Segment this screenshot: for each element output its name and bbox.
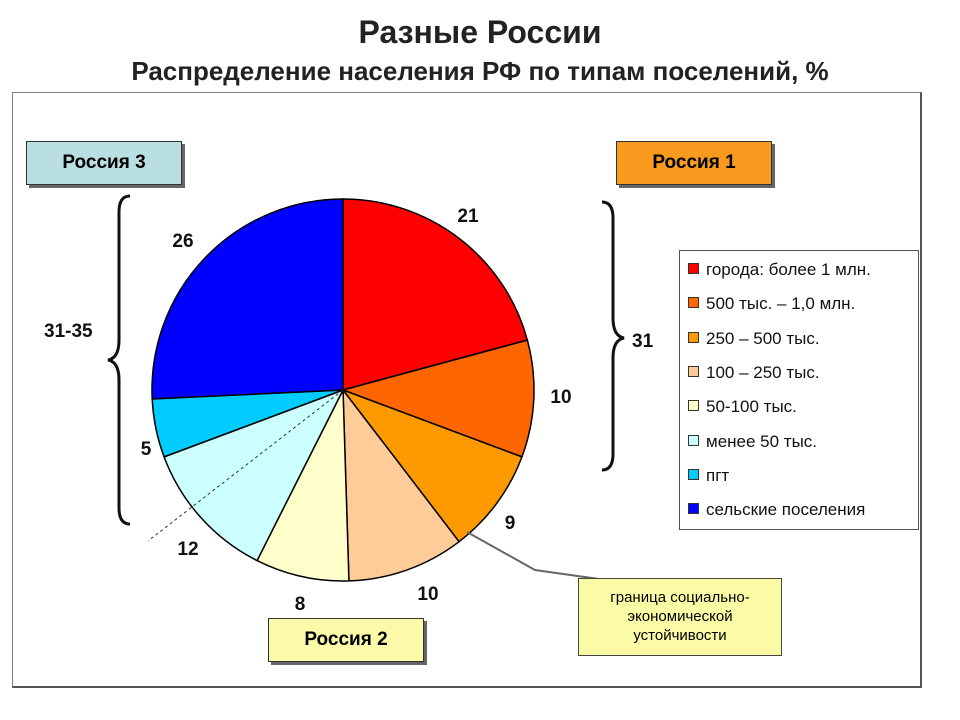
russia3-brace <box>107 194 131 526</box>
legend-item: менее 50 тыс. <box>688 432 817 452</box>
pie-slice <box>163 388 345 562</box>
russia1-range-label: 31 <box>632 331 654 352</box>
pie-data-label: 9 <box>505 513 516 534</box>
legend-swatch <box>688 468 699 480</box>
pie-data-label: 5 <box>141 439 152 460</box>
legend-item: 50-100 тыс. <box>688 397 797 417</box>
pie-data-label: 26 <box>172 231 193 252</box>
pie-slice <box>340 339 535 458</box>
legend-swatch <box>688 400 699 412</box>
legend-label: 50-100 тыс. <box>706 397 797 417</box>
legend-label: менее 50 тыс. <box>706 431 818 451</box>
legend-label: 500 тыс. – 1,0 млн. <box>706 294 856 314</box>
legend-swatch <box>688 297 699 309</box>
russia2-box: Россия 2 <box>268 618 424 662</box>
pie-data-labels: 21 10 9 10 8 12 5 26 <box>141 206 572 615</box>
stability-note: граница социально-экономической устойчив… <box>578 578 782 656</box>
legend-swatch <box>688 503 699 515</box>
stability-boundary-line <box>147 389 344 542</box>
russia1-box: Россия 1 <box>616 141 772 185</box>
legend-swatch <box>688 263 699 274</box>
russia3-box: Россия 3 <box>26 141 182 185</box>
chart-title: Разные России <box>358 14 602 50</box>
russia1-brace <box>601 200 625 472</box>
chart-subtitle: Распределение населения РФ по типам посе… <box>131 56 829 86</box>
legend-item: 250 – 500 тыс. <box>688 329 820 349</box>
legend-label: 100 – 250 тыс. <box>706 362 820 382</box>
chart-frame <box>12 92 922 688</box>
pie-slice <box>342 387 461 582</box>
note-pointer <box>466 531 607 581</box>
russia3-range-label: 31-35 <box>44 321 93 342</box>
legend-item: 500 тыс. – 1,0 млн. <box>688 294 855 314</box>
legend: города: более 1 млн. 500 тыс. – 1,0 млн. 2… <box>679 250 919 530</box>
pie-data-label: 10 <box>550 387 571 408</box>
legend-label: города: более 1 млн. <box>706 260 871 279</box>
legend-item: города: более 1 млн. <box>688 260 871 280</box>
legend-item: пгт <box>688 466 729 486</box>
pie-slice <box>151 198 344 400</box>
pie-data-label: 21 <box>457 206 479 227</box>
legend-swatch <box>688 331 699 343</box>
legend-label: сельские поселения <box>706 500 866 520</box>
pie-slice <box>340 388 523 543</box>
pie-data-label: 12 <box>177 539 198 560</box>
legend-swatch <box>688 365 699 377</box>
legend-swatch <box>688 434 699 446</box>
legend-label: пгт <box>706 465 730 485</box>
pie-slices <box>151 198 535 582</box>
legend-item: 100 – 250 тыс. <box>688 363 820 383</box>
pie-slice <box>256 389 350 582</box>
pie-data-label: 8 <box>295 594 306 615</box>
legend-item: сельские поселения <box>688 500 865 520</box>
pie-data-label: 10 <box>417 584 438 605</box>
pie-slice <box>342 198 529 391</box>
legend-label: 250 – 500 тыс. <box>706 328 820 348</box>
